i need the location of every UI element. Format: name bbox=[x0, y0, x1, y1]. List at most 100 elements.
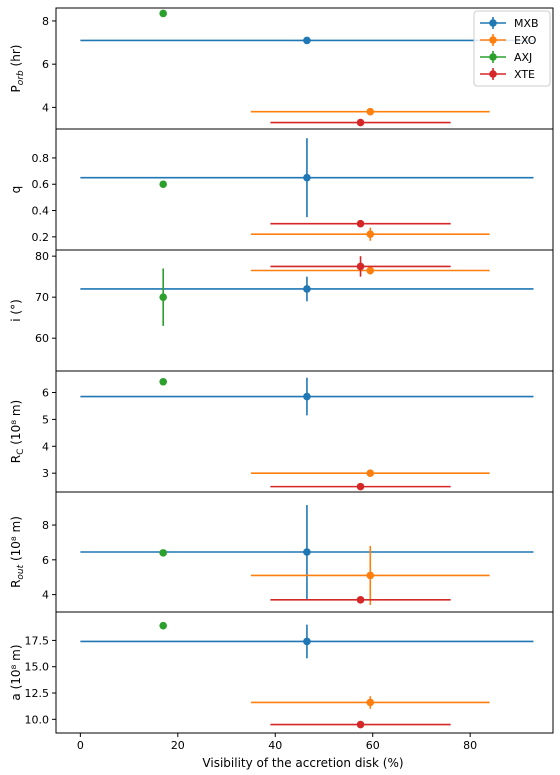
y-tick-label: 0.4 bbox=[32, 205, 50, 218]
data-point bbox=[159, 9, 167, 18]
y-tick-label: 6 bbox=[42, 387, 49, 400]
y-tick-label: 0.6 bbox=[32, 178, 50, 191]
legend-marker bbox=[489, 70, 497, 78]
y-axis-label: i (°) bbox=[9, 299, 23, 322]
legend-marker bbox=[489, 53, 497, 61]
y-tick-label: 12.5 bbox=[25, 687, 50, 700]
panel-2: 0.2 0.4 0.6 0.8 q bbox=[9, 128, 554, 251]
panel-1: 4 6 8 Porb (hr) bbox=[9, 7, 554, 130]
data-point bbox=[356, 720, 365, 729]
x-tick-label: 20 bbox=[171, 739, 185, 752]
y-tick-label: 3 bbox=[42, 467, 49, 480]
series-axj bbox=[159, 268, 167, 326]
panel-6: 10.0 12.5 15.0 17.5a (10⁸ m) bbox=[9, 611, 554, 734]
series-xte bbox=[270, 219, 451, 228]
data-point bbox=[356, 118, 365, 127]
x-axis: 0 20 40 60 80 bbox=[77, 733, 477, 752]
legend-entry-xte: XTE bbox=[480, 68, 535, 81]
y-axis-label: RC (10⁸ m) bbox=[9, 400, 26, 463]
y-tick-label: 4 bbox=[42, 440, 49, 453]
series-mxb bbox=[80, 377, 534, 416]
series-axj bbox=[159, 621, 167, 630]
y-axis-label: Porb (hr) bbox=[9, 45, 26, 93]
series-exo bbox=[250, 107, 490, 116]
legend-entry-axj: AXJ bbox=[480, 51, 532, 64]
x-axis-label: Visibility of the accretion disk (%) bbox=[202, 756, 403, 770]
data-point bbox=[303, 285, 311, 293]
y-tick-label: 0.8 bbox=[32, 152, 50, 165]
y-tick-label: 8 bbox=[42, 15, 49, 28]
data-point bbox=[366, 571, 375, 580]
y-tick-label: 5 bbox=[42, 413, 49, 426]
series-axj bbox=[159, 377, 167, 386]
y-tick-label: 6 bbox=[42, 554, 49, 567]
data-point bbox=[303, 637, 311, 646]
series-xte bbox=[270, 118, 451, 127]
series-exo bbox=[250, 545, 490, 606]
series-mxb bbox=[80, 276, 534, 302]
y-axis-label: a (10⁸ m) bbox=[9, 644, 23, 700]
y-tick-label: 80 bbox=[35, 250, 49, 263]
series-mxb bbox=[80, 138, 534, 218]
y-tick-label: 60 bbox=[35, 332, 49, 345]
panel-4: 3 4 5 6 RC (10⁸ m) bbox=[9, 370, 554, 493]
series-axj bbox=[159, 9, 167, 18]
y-axis-label: q bbox=[9, 186, 23, 194]
y-tick-label: 10.0 bbox=[25, 713, 50, 726]
data-point bbox=[303, 392, 311, 401]
data-point bbox=[303, 173, 311, 182]
series-xte bbox=[270, 596, 451, 604]
y-tick-label: 70 bbox=[35, 291, 49, 304]
x-tick-label: 60 bbox=[366, 739, 380, 752]
series-xte bbox=[270, 482, 451, 491]
y-tick-label: 8 bbox=[42, 519, 49, 532]
panel-frame bbox=[55, 249, 554, 372]
y-tick-label: 4 bbox=[42, 101, 49, 114]
panel-frame bbox=[55, 611, 554, 734]
legend-box bbox=[473, 10, 551, 87]
data-point bbox=[159, 180, 167, 189]
legend-label: XTE bbox=[514, 68, 535, 81]
legend-label: EXO bbox=[514, 34, 537, 47]
y-tick-label: 6 bbox=[42, 58, 49, 71]
y-tick-label: 15.0 bbox=[25, 661, 50, 674]
y-axis-label: Rout (10⁸ m) bbox=[9, 516, 26, 588]
legend-marker bbox=[489, 19, 497, 27]
panel-5: 4 6 8 Rout (10⁸ m) bbox=[9, 491, 554, 613]
panel-frame bbox=[55, 128, 554, 251]
series-exo bbox=[250, 696, 490, 709]
y-tick-label: 17.5 bbox=[25, 634, 50, 647]
legend-entry-exo: EXO bbox=[480, 34, 537, 47]
legend-marker bbox=[489, 36, 497, 44]
data-point bbox=[366, 107, 375, 116]
data-point bbox=[366, 230, 375, 239]
series-exo bbox=[250, 227, 490, 241]
series-mxb bbox=[80, 36, 534, 45]
x-tick-label: 80 bbox=[463, 739, 477, 752]
x-tick-label: 0 bbox=[77, 739, 84, 752]
panels-group: 4 6 8 Porb (hr) 0.2 0.4 0.6 0.8 q 60 70 80 i (°) 3 4 5 6… bbox=[9, 7, 554, 734]
series-exo bbox=[250, 266, 490, 275]
data-point bbox=[356, 482, 365, 491]
legend: MXB EXO AXJ XTE bbox=[473, 10, 551, 87]
data-point bbox=[159, 293, 167, 301]
y-tick-label: 0.2 bbox=[32, 231, 50, 244]
data-point bbox=[159, 377, 167, 386]
series-exo bbox=[250, 469, 490, 477]
data-point bbox=[303, 36, 311, 45]
series-mxb bbox=[80, 505, 534, 599]
data-point bbox=[356, 219, 365, 228]
data-point bbox=[366, 469, 375, 477]
series-xte bbox=[270, 720, 451, 729]
data-point bbox=[356, 262, 365, 271]
legend-label: AXJ bbox=[514, 51, 532, 64]
data-point bbox=[159, 621, 167, 630]
data-point bbox=[159, 549, 167, 557]
data-point bbox=[366, 266, 375, 275]
data-point bbox=[303, 548, 311, 556]
legend-label: MXB bbox=[514, 17, 539, 30]
series-mxb bbox=[80, 624, 534, 659]
series-xte bbox=[270, 256, 451, 277]
y-tick-label: 4 bbox=[42, 589, 49, 602]
data-point bbox=[366, 698, 375, 707]
